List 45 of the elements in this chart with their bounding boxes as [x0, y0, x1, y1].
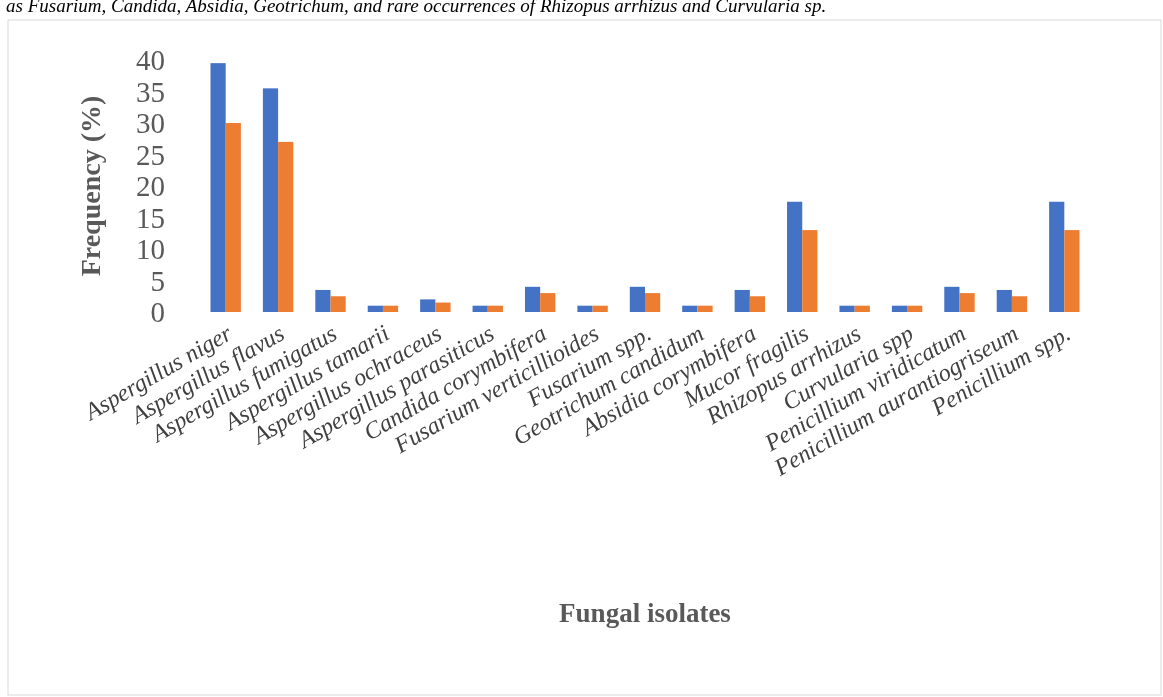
bar: [367, 305, 383, 312]
bar: [225, 123, 241, 312]
bar: [959, 293, 975, 312]
bar: [697, 305, 713, 312]
bar: [420, 299, 436, 312]
y-axis-title: Frequency (%): [75, 95, 106, 277]
bar: [854, 305, 870, 312]
y-tick-label: 35: [136, 75, 165, 108]
y-tick-label: 40: [136, 44, 165, 77]
bar: [629, 286, 645, 312]
bar: [802, 230, 818, 312]
bar: [839, 305, 855, 312]
bar: [577, 305, 593, 312]
bar: [262, 88, 279, 312]
bar: [210, 63, 226, 312]
bar: [787, 201, 803, 312]
y-tick-label: 5: [150, 264, 165, 297]
bar: [734, 289, 750, 312]
bar: [472, 305, 488, 312]
bar: [487, 305, 503, 312]
bar: [996, 289, 1012, 312]
y-tick-label: 30: [136, 107, 165, 140]
bar: [749, 296, 766, 312]
bar: [1064, 230, 1080, 312]
bar: [1049, 201, 1065, 312]
y-tick-label: 10: [136, 233, 165, 266]
bar: [382, 305, 399, 312]
y-tick-label: 25: [136, 138, 165, 171]
bar: [435, 302, 451, 312]
bar: [891, 305, 908, 312]
bar: [330, 296, 346, 312]
bar: [524, 286, 541, 312]
bar: [278, 141, 294, 312]
bar: [1011, 296, 1028, 312]
bar: [315, 289, 331, 312]
y-tick-label: 15: [136, 201, 165, 234]
bar: [540, 293, 556, 312]
y-tick-label: 0: [150, 296, 165, 329]
x-axis-title: Fungal isolates: [559, 598, 731, 628]
bar: [944, 286, 960, 312]
bar: [592, 305, 608, 312]
bar: [907, 305, 923, 312]
bar: [682, 305, 698, 312]
bar: [645, 293, 661, 312]
y-tick-label: 20: [136, 170, 165, 203]
